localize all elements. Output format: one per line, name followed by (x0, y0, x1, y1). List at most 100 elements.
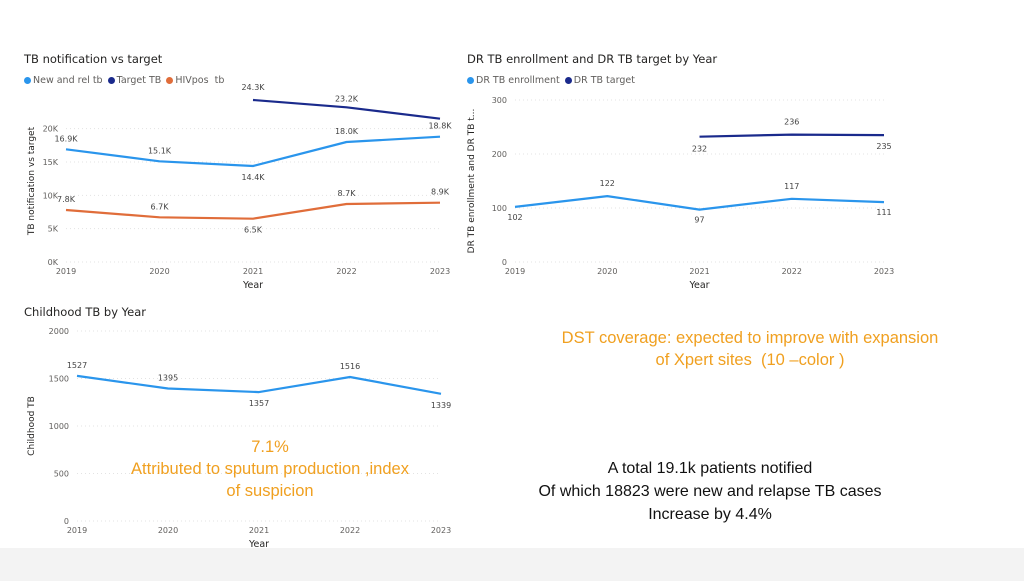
tb-notification-chart: 0K 5K 10K 15K 20K 2019 2020 2021 2022 2023 Year TB … (27, 83, 452, 291)
data-label: 6.7K (151, 202, 170, 211)
footer-bar (0, 548, 1024, 581)
x-tick-label: 2022 (336, 267, 356, 276)
y-tick-label: 300 (492, 96, 507, 105)
data-label: 232 (692, 145, 707, 154)
data-label: 7.8K (57, 195, 76, 204)
y-tick-label: 0 (64, 517, 69, 526)
data-label: 235 (876, 142, 891, 151)
series-line (699, 133, 885, 138)
data-label: 236 (784, 118, 799, 127)
x-tick-label: 2020 (149, 267, 169, 276)
series-line (514, 195, 885, 211)
note-line: A total 19.1k patients notified (607, 460, 813, 477)
data-label: 23.2K (335, 94, 359, 103)
y-axis-title: DR TB enrollment and DR TB t... (467, 109, 477, 254)
legend-item[interactable]: DR TB enrollment (467, 75, 560, 86)
y-axis-title: Childhood TB (27, 396, 37, 456)
chart-title: DR TB enrollment and DR TB target by Yea… (467, 52, 718, 66)
legend-item[interactable]: DR TB target (564, 75, 635, 86)
data-label: 15.1K (148, 146, 172, 155)
data-label: 14.4K (241, 173, 265, 182)
sputum-note: 7.1% Attributed to sputum production ,in… (100, 436, 440, 502)
data-label: 18.0K (335, 127, 359, 136)
note-line: of Xpert sites (10 –color ) (655, 351, 845, 369)
legend-label: DR TB target (573, 75, 635, 86)
y-axis-title: TB notification vs target (27, 126, 37, 236)
x-tick-label: 2022 (340, 526, 360, 535)
summary-note: A total 19.1k patients notified Of which… (490, 457, 930, 526)
legend-dot (107, 77, 115, 84)
dr-tb-chart: 0 100 200 300 2019 2020 2021 2022 2023 Year DR TB … (467, 96, 894, 291)
x-tick-label: 2021 (249, 526, 269, 535)
data-label: 8.7K (338, 189, 357, 198)
legend-item[interactable]: HIVpos tb (166, 75, 224, 86)
legend-item[interactable]: Target TB (107, 75, 162, 86)
data-label: 111 (876, 208, 891, 217)
x-tick-label: 2021 (689, 267, 709, 276)
data-label: 8.9K (431, 188, 450, 197)
x-tick-label: 2023 (430, 267, 450, 276)
series-line (65, 135, 441, 168)
series-line (252, 98, 441, 120)
data-label: 6.5K (244, 226, 263, 235)
note-line: Of which 18823 were new and relapse TB c… (538, 483, 882, 500)
data-label: 24.3K (241, 83, 265, 92)
legend-dot (24, 77, 31, 84)
x-tick-label: 2019 (67, 526, 87, 535)
y-tick-label: 100 (492, 204, 507, 213)
legend: New and rel tb Target TB HIVpos tb (24, 75, 229, 86)
series-line (65, 201, 441, 220)
legend-label: DR TB enrollment (476, 75, 560, 86)
dst-coverage-note: DST coverage: expected to improve with e… (520, 327, 980, 371)
data-label: 1527 (67, 361, 87, 370)
x-axis-title: Year (248, 539, 269, 550)
y-tick-label: 5K (48, 225, 59, 234)
data-label: 102 (507, 213, 522, 222)
series-line (76, 374, 442, 395)
y-tick-label: 500 (54, 470, 69, 479)
y-tick-label: 1500 (49, 375, 69, 384)
x-tick-label: 2023 (431, 526, 451, 535)
data-label: 1339 (431, 401, 451, 410)
y-tick-label: 0K (48, 258, 59, 267)
x-axis-title: Year (242, 280, 263, 291)
data-label: 122 (600, 179, 615, 188)
note-line: Increase by 4.4% (648, 506, 772, 523)
x-tick-label: 2021 (243, 267, 263, 276)
note-line: DST coverage: expected to improve with e… (561, 329, 939, 347)
data-label: 97 (694, 216, 704, 225)
legend-dot (564, 77, 572, 84)
data-label: 117 (784, 182, 799, 191)
y-tick-label: 200 (492, 150, 507, 159)
legend-dot (166, 77, 174, 84)
y-tick-label: 15K (43, 158, 59, 167)
y-tick-label: 0 (502, 258, 507, 267)
y-tick-label: 1000 (49, 422, 69, 431)
legend-label: New and rel tb (33, 75, 103, 86)
data-label: 1516 (340, 362, 360, 371)
x-tick-label: 2020 (597, 267, 617, 276)
x-tick-label: 2020 (158, 526, 178, 535)
legend-dot (467, 77, 474, 84)
chart-title: Childhood TB by Year (24, 305, 147, 319)
legend-item[interactable]: New and rel tb (24, 75, 103, 86)
childhood-tb-chart: 0 500 1000 1500 2000 2019 2020 2021 2022 2023 Year… (27, 327, 451, 550)
y-tick-label: 2000 (49, 327, 69, 336)
x-tick-label: 2022 (782, 267, 802, 276)
data-label: 1395 (158, 373, 178, 382)
x-axis-title: Year (688, 280, 709, 291)
x-tick-label: 2019 (505, 267, 525, 276)
y-tick-label: 20K (43, 125, 59, 134)
legend-label: Target TB (116, 75, 162, 86)
data-label: 18.8K (428, 122, 452, 131)
data-label: 1357 (249, 399, 269, 408)
data-label: 16.9K (54, 134, 78, 143)
note-line: Attributed to sputum production ,index (131, 460, 409, 478)
legend-label: HIVpos tb (175, 75, 225, 86)
note-line: of suspicion (226, 482, 314, 500)
x-tick-label: 2023 (874, 267, 894, 276)
y-tick-label: 10K (43, 191, 59, 200)
x-tick-label: 2019 (56, 267, 76, 276)
chart-title: TB notification vs target (24, 52, 163, 66)
legend: DR TB enrollment DR TB target (467, 75, 640, 86)
